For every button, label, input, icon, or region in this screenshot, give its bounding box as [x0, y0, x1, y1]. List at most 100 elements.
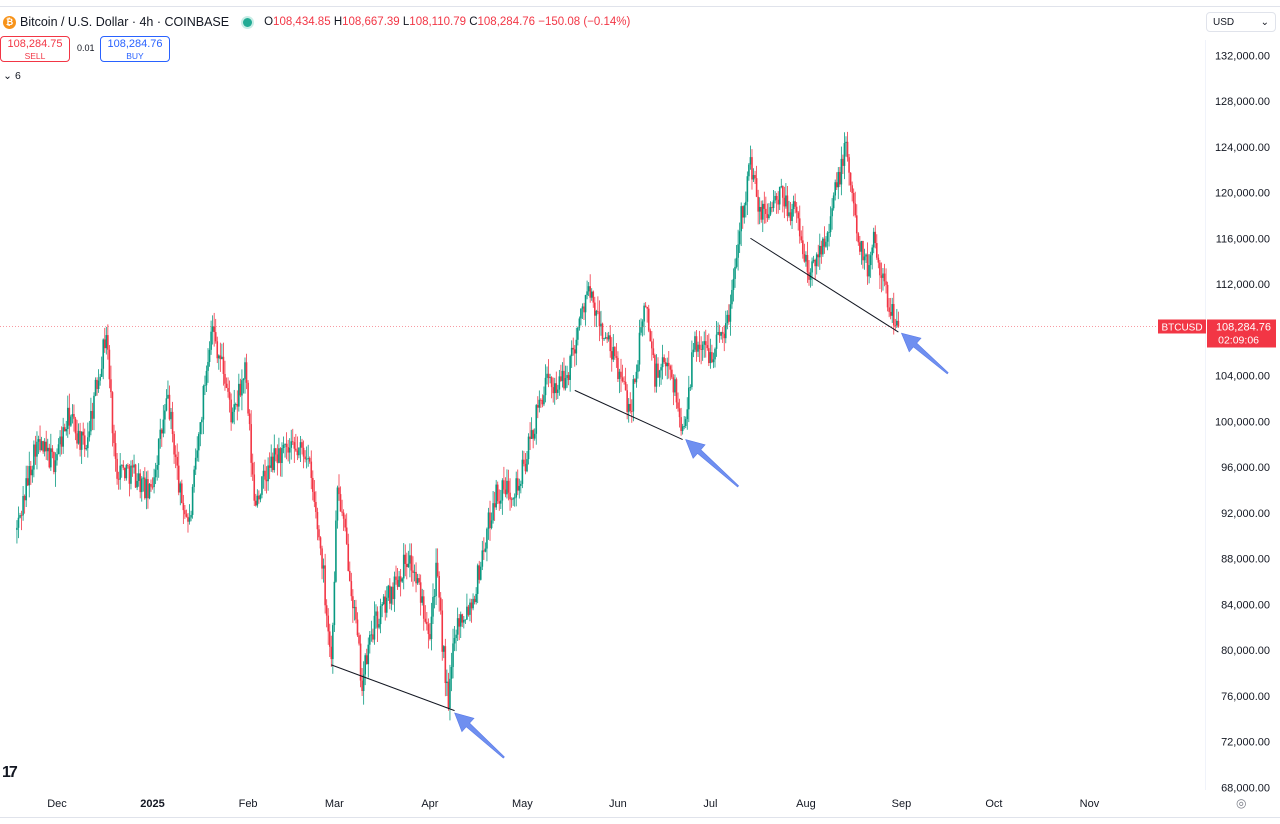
- candle-body: [549, 377, 551, 379]
- candle-body: [863, 256, 866, 261]
- candle-body: [885, 281, 887, 285]
- candle-body: [160, 429, 163, 434]
- candle-body: [265, 479, 268, 482]
- candle-body: [164, 410, 166, 420]
- candle-body: [449, 678, 451, 709]
- candle-body: [40, 441, 43, 451]
- candle-body: [704, 341, 707, 346]
- candle-body: [39, 439, 41, 451]
- candle-body: [889, 311, 892, 316]
- candle-body: [119, 465, 121, 480]
- change-value: −150.08 (−0.14%): [538, 16, 631, 28]
- candle-body: [353, 606, 356, 609]
- candle-body: [829, 216, 832, 233]
- candle-body: [335, 520, 337, 582]
- x-tick-label: May: [512, 798, 533, 810]
- candle-body: [566, 375, 568, 378]
- candle-body: [661, 357, 664, 368]
- sell-button[interactable]: 108,284.75 SELL: [0, 36, 70, 62]
- candle-body: [233, 404, 236, 412]
- candle-body: [91, 410, 94, 419]
- candle-body: [715, 334, 718, 349]
- candle-body: [808, 272, 810, 280]
- x-tick-label: Sep: [892, 798, 912, 810]
- candle-body: [706, 345, 709, 349]
- candle-body: [835, 182, 838, 188]
- candle-body: [259, 494, 262, 500]
- candle-body: [342, 512, 345, 519]
- indicators-toggle[interactable]: ⌄ 6: [0, 68, 24, 84]
- candle-body: [755, 178, 758, 197]
- candle-body: [105, 335, 108, 349]
- candle-body: [464, 619, 467, 621]
- candle-body: [355, 606, 357, 620]
- candle-body: [741, 206, 744, 218]
- candle-body: [791, 209, 793, 221]
- candle-body: [523, 459, 525, 464]
- candle-body: [569, 356, 571, 380]
- candle-body: [251, 462, 254, 475]
- candle-body: [688, 387, 690, 410]
- candle-body: [766, 213, 769, 219]
- candle-body: [543, 395, 545, 405]
- candle-body: [678, 408, 681, 418]
- buy-button[interactable]: 108,284.76 BUY: [100, 36, 170, 62]
- candle-body: [862, 240, 864, 261]
- candle-body: [188, 517, 191, 522]
- currency-select[interactable]: USD ⌄: [1206, 12, 1276, 32]
- candle-body: [660, 367, 662, 371]
- candle-body: [264, 470, 266, 480]
- candle-body: [325, 605, 328, 616]
- candle-body: [567, 375, 570, 380]
- candle-body: [258, 495, 260, 500]
- candle-body: [805, 255, 807, 262]
- candle-body: [775, 195, 778, 200]
- chevron-down-icon: ⌄: [3, 70, 12, 82]
- bitcoin-icon: ₿: [3, 15, 16, 29]
- candle-body: [654, 355, 656, 387]
- candle-body: [16, 527, 18, 530]
- candle-body: [459, 614, 462, 627]
- candle-body: [293, 442, 296, 449]
- candle-body: [154, 469, 157, 478]
- candle-body: [501, 480, 504, 501]
- candle-body: [798, 218, 801, 237]
- candle-body: [718, 331, 721, 336]
- candle-body: [429, 634, 431, 640]
- candle-body: [547, 373, 550, 379]
- candle-body: [120, 464, 123, 466]
- candle-body: [267, 465, 269, 482]
- annotation-arrow: [454, 712, 505, 759]
- candle-body: [486, 528, 488, 549]
- sell-label: SELL: [24, 51, 46, 61]
- candle-body: [669, 366, 672, 370]
- settings-icon[interactable]: ◎: [1236, 796, 1247, 810]
- candle-body: [33, 444, 35, 470]
- candle-body: [469, 602, 471, 615]
- candle-body: [641, 321, 644, 328]
- candle-body: [572, 347, 575, 350]
- candle-body: [60, 436, 63, 447]
- candle-body: [587, 286, 590, 292]
- candle-body: [683, 426, 685, 427]
- tradingview-logo[interactable]: 17: [2, 764, 18, 781]
- candle-body: [495, 484, 497, 508]
- candle-body: [577, 327, 579, 340]
- candle-body: [384, 596, 387, 613]
- candle-body: [108, 349, 111, 380]
- candle-body: [151, 486, 154, 488]
- candle-body: [897, 320, 900, 327]
- candle-body: [632, 379, 635, 412]
- last-price-label: 108,284.76: [1216, 321, 1271, 333]
- candle-body: [573, 349, 576, 354]
- candle-body: [589, 286, 591, 298]
- candle-body: [131, 465, 134, 468]
- candle-body: [752, 174, 755, 180]
- candle-body: [466, 606, 468, 620]
- candle-body: [134, 464, 137, 488]
- candle-body: [479, 566, 482, 580]
- trendline: [574, 389, 683, 441]
- symbol-title[interactable]: Bitcoin / U.S. Dollar · 4h · COINBASE: [20, 15, 230, 29]
- candle-body: [761, 203, 764, 220]
